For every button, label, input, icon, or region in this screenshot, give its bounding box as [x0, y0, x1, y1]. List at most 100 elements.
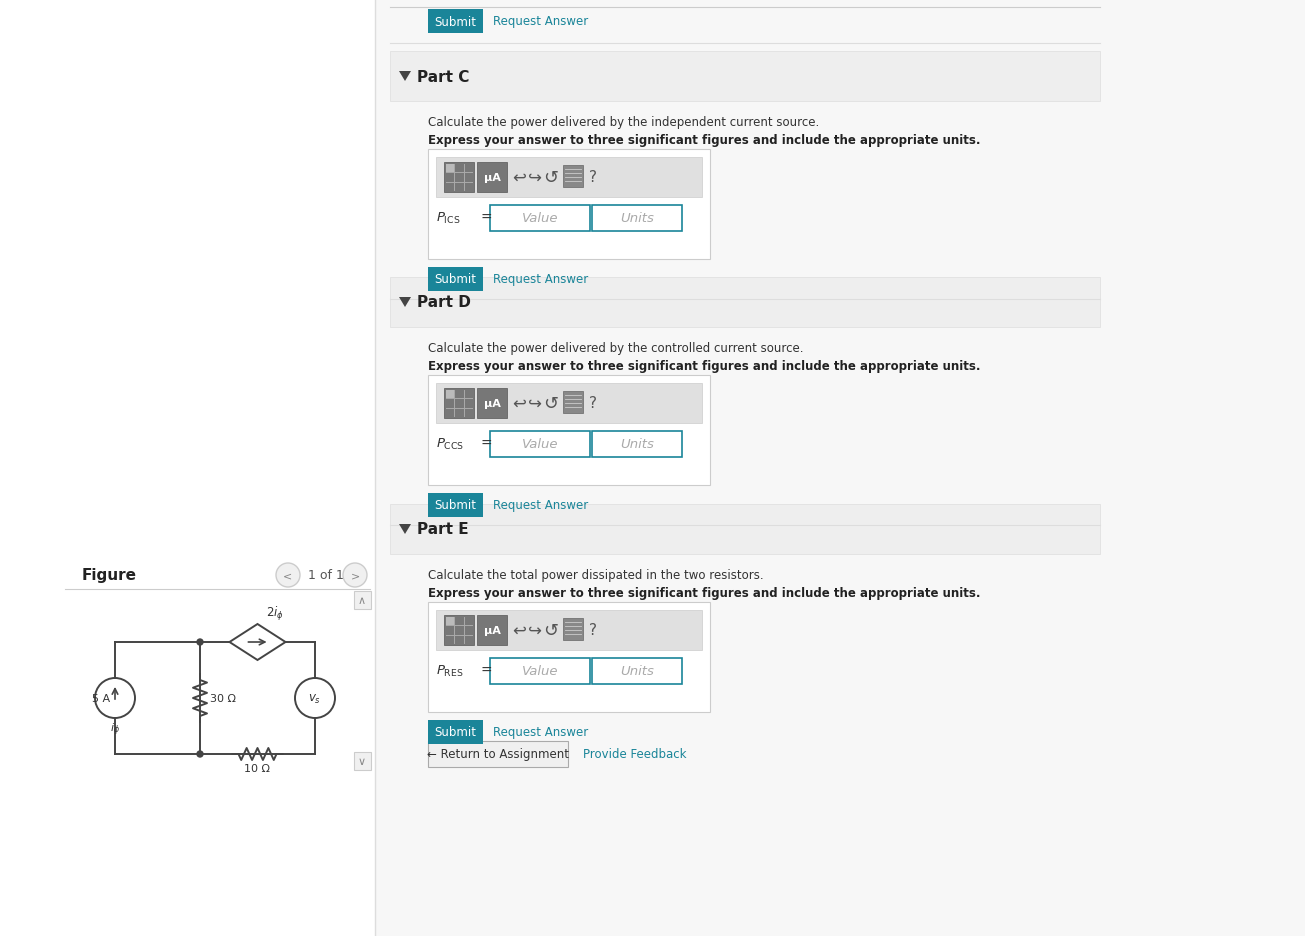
Text: ↩: ↩: [512, 168, 526, 187]
Text: ↺: ↺: [543, 622, 559, 639]
Text: Units: Units: [620, 438, 654, 451]
Text: $P_{\mathrm{CCS}}$: $P_{\mathrm{CCS}}$: [436, 436, 465, 451]
Circle shape: [343, 563, 367, 588]
Bar: [446, 618, 454, 625]
Bar: [428, 741, 568, 768]
Bar: [375, 0, 1305, 936]
Bar: [478, 163, 508, 193]
Text: ?: ?: [589, 622, 596, 637]
Text: =: =: [480, 211, 492, 225]
Text: μA: μA: [484, 173, 500, 183]
Bar: [592, 206, 683, 232]
Bar: [592, 658, 683, 684]
Bar: [436, 610, 702, 651]
Bar: [446, 165, 454, 173]
Text: Value: Value: [522, 438, 559, 451]
Text: Express your answer to three significant figures and include the appropriate uni: Express your answer to three significant…: [428, 586, 980, 599]
Bar: [428, 150, 710, 259]
Text: Submit: Submit: [435, 725, 476, 739]
Text: Request Answer: Request Answer: [493, 725, 589, 739]
Bar: [489, 431, 590, 458]
Circle shape: [275, 563, 300, 588]
Text: 30 Ω: 30 Ω: [210, 694, 236, 703]
Text: ↩: ↩: [512, 622, 526, 639]
Text: μA: μA: [484, 399, 500, 408]
Text: ↺: ↺: [543, 168, 559, 187]
Circle shape: [197, 639, 204, 645]
Text: Part C: Part C: [418, 69, 470, 84]
Text: ↪: ↪: [529, 395, 542, 413]
Text: Submit: Submit: [435, 499, 476, 512]
Polygon shape: [399, 72, 411, 82]
Text: 10 Ω: 10 Ω: [244, 763, 270, 773]
Bar: [428, 603, 710, 712]
Text: ↺: ↺: [543, 395, 559, 413]
Bar: [390, 51, 1100, 102]
Text: $2i_{\phi}$: $2i_{\phi}$: [265, 605, 283, 622]
Text: Request Answer: Request Answer: [493, 499, 589, 512]
Text: Calculate the power delivered by the controlled current source.: Calculate the power delivered by the con…: [428, 342, 804, 355]
Bar: [562, 166, 583, 188]
Text: Calculate the total power dissipated in the two resistors.: Calculate the total power dissipated in …: [428, 568, 763, 581]
Text: $P_{\mathrm{ICS}}$: $P_{\mathrm{ICS}}$: [436, 211, 461, 226]
Text: Request Answer: Request Answer: [493, 273, 589, 286]
Text: μA: μA: [484, 625, 500, 636]
Bar: [428, 268, 483, 292]
Bar: [444, 388, 474, 418]
Bar: [592, 431, 683, 458]
Text: Express your answer to three significant figures and include the appropriate uni: Express your answer to three significant…: [428, 359, 980, 373]
Bar: [478, 388, 508, 418]
Text: $v_s$: $v_s$: [308, 692, 321, 705]
Polygon shape: [399, 298, 411, 308]
Text: ?: ?: [589, 396, 596, 411]
Text: Units: Units: [620, 665, 654, 678]
Bar: [428, 720, 483, 744]
Text: 5 A: 5 A: [91, 694, 110, 703]
Text: Part E: Part E: [418, 522, 468, 537]
Bar: [354, 753, 371, 770]
Text: <: <: [283, 570, 292, 580]
Text: =: =: [480, 436, 492, 450]
Text: Calculate the power delivered by the independent current source.: Calculate the power delivered by the ind…: [428, 116, 820, 129]
Bar: [444, 615, 474, 645]
Bar: [489, 206, 590, 232]
Bar: [444, 163, 474, 193]
Bar: [446, 390, 454, 399]
Bar: [390, 505, 1100, 554]
Polygon shape: [399, 524, 411, 534]
Text: ↩: ↩: [512, 395, 526, 413]
Text: ∨: ∨: [358, 756, 367, 767]
Text: Provide Feedback: Provide Feedback: [583, 748, 686, 761]
Polygon shape: [230, 624, 286, 660]
Text: Part D: Part D: [418, 295, 471, 310]
Text: Submit: Submit: [435, 273, 476, 286]
Bar: [436, 384, 702, 424]
Text: ← Return to Assignment: ← Return to Assignment: [427, 748, 569, 761]
Text: >: >: [350, 570, 360, 580]
Text: ∧: ∧: [358, 595, 367, 606]
Bar: [428, 10, 483, 34]
Text: Submit: Submit: [435, 16, 476, 28]
Text: Value: Value: [522, 212, 559, 226]
Text: ↪: ↪: [529, 622, 542, 639]
Bar: [562, 619, 583, 640]
Text: $P_{\mathrm{RES}}$: $P_{\mathrm{RES}}$: [436, 663, 463, 678]
Bar: [436, 158, 702, 197]
Text: Figure: Figure: [82, 567, 137, 582]
Text: 1 of 1: 1 of 1: [308, 569, 345, 582]
Circle shape: [197, 752, 204, 757]
Text: ?: ?: [589, 170, 596, 185]
Bar: [478, 615, 508, 645]
Text: ↪: ↪: [529, 168, 542, 187]
Bar: [562, 391, 583, 414]
Text: Request Answer: Request Answer: [493, 16, 589, 28]
Bar: [354, 592, 371, 609]
Text: Units: Units: [620, 212, 654, 226]
Text: Value: Value: [522, 665, 559, 678]
Bar: [428, 375, 710, 486]
Text: =: =: [480, 664, 492, 678]
Bar: [390, 278, 1100, 328]
Circle shape: [95, 679, 134, 718]
Bar: [428, 493, 483, 518]
Bar: [0, 0, 375, 936]
